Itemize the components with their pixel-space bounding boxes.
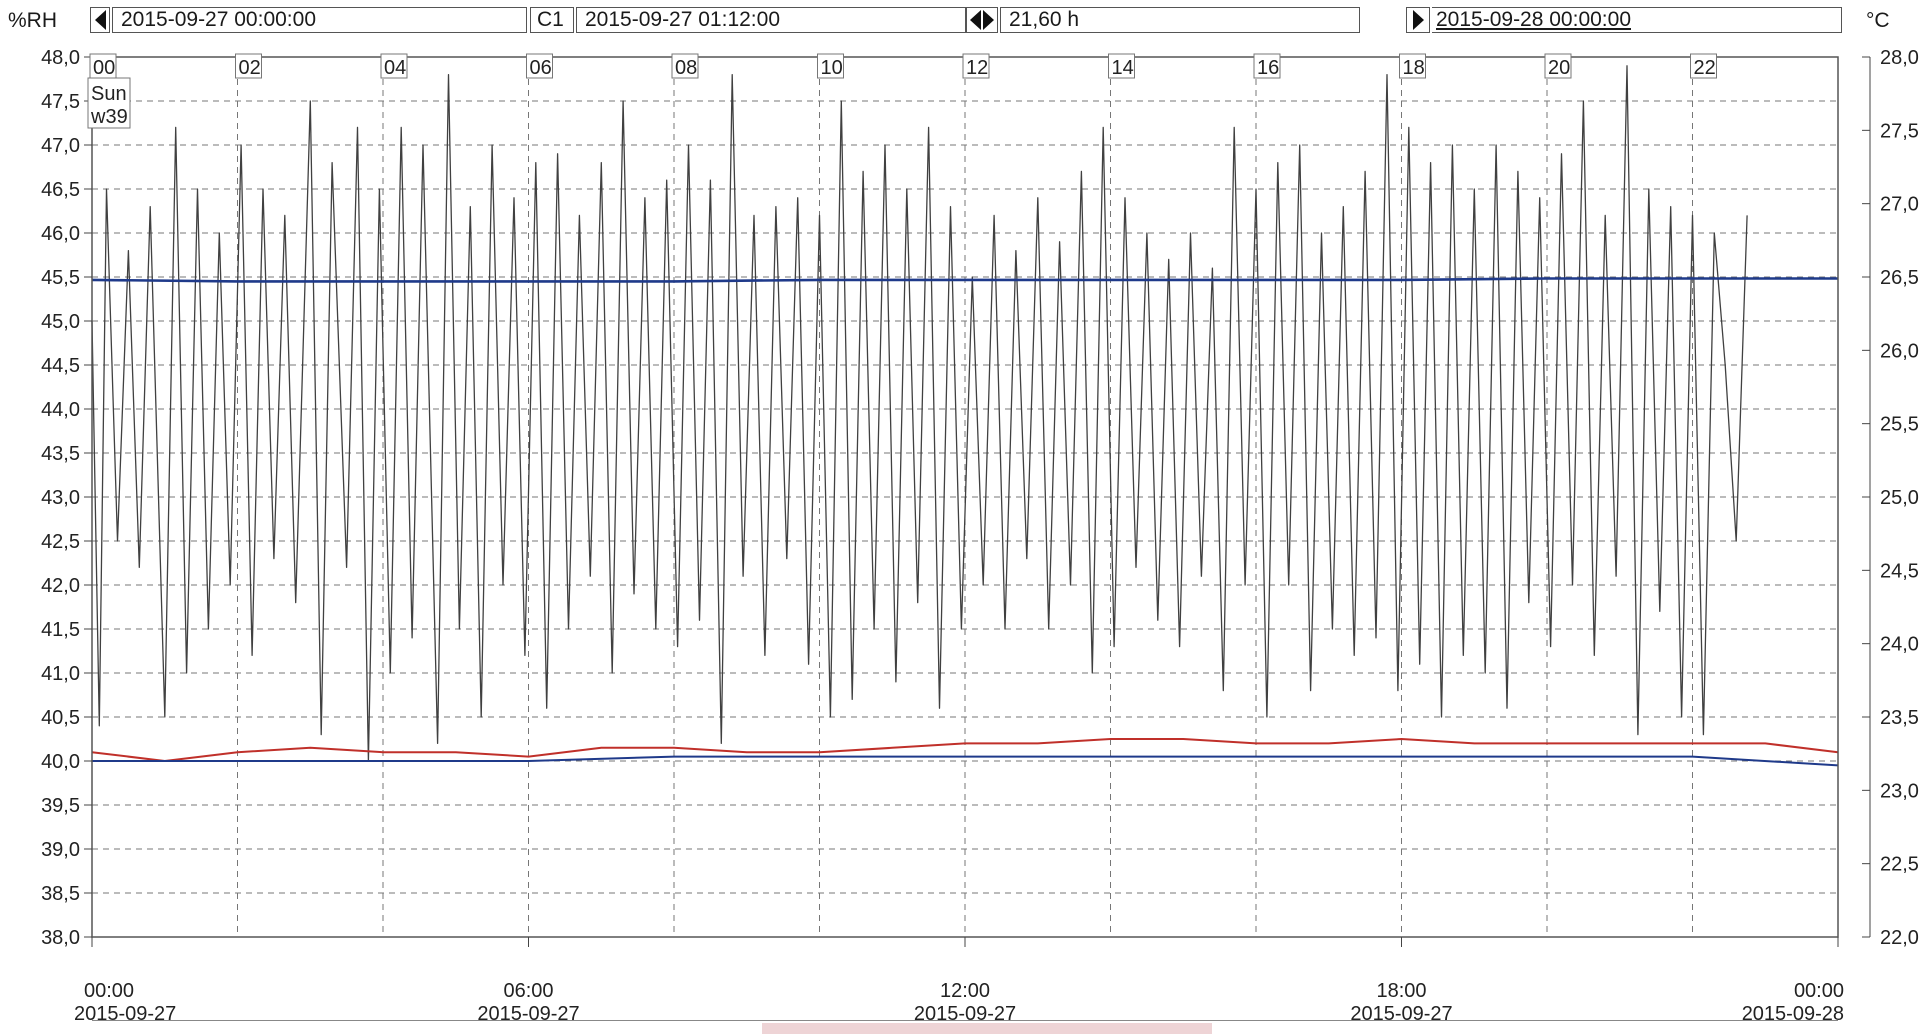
- end-time-field[interactable]: 2015-09-28 00:00:00: [1432, 7, 1842, 33]
- right-axis: 28,0 27,5 27,0 26,5 26,0 25,5 25,0 24,5 24,0 23,5…: [1862, 47, 1919, 949]
- left-tick-label: 46,0: [41, 223, 80, 245]
- series-line-3: [91, 738, 1839, 762]
- span-field[interactable]: 21,60 h: [1000, 7, 1360, 33]
- left-tick-label: 41,5: [41, 619, 80, 641]
- x-tick-date: 2015-09-28: [1742, 1003, 1844, 1025]
- arrow-right-icon: [1413, 10, 1424, 30]
- left-tick-label: 39,5: [41, 795, 80, 817]
- scroll-left-button[interactable]: [90, 7, 110, 33]
- right-tick-label: 28,0: [1880, 47, 1919, 69]
- hour-tick-box: [817, 53, 844, 79]
- left-tick-label: 41,0: [41, 663, 80, 685]
- hour-tick-label: 04: [384, 57, 406, 79]
- right-tick-label: 26,5: [1880, 267, 1919, 289]
- day-marker: Sun w39: [87, 77, 131, 129]
- series-layer: [91, 65, 1839, 767]
- left-tick-label: 38,0: [41, 927, 80, 949]
- x-tick-date: 2015-09-27: [477, 1003, 579, 1025]
- day-name: Sun: [91, 83, 127, 105]
- right-tick-label: 27,0: [1880, 194, 1919, 216]
- hour-tick-label: 06: [530, 57, 552, 79]
- scroll-thumb[interactable]: [762, 1023, 1212, 1034]
- left-tick-label: 42,5: [41, 531, 80, 553]
- right-tick-label: 24,0: [1880, 634, 1919, 656]
- left-tick-label: 39,0: [41, 839, 80, 861]
- right-tick-label: 27,5: [1880, 120, 1919, 142]
- hour-tick-label: 16: [1257, 57, 1279, 79]
- right-unit-label: °C: [1866, 9, 1890, 32]
- left-tick-label: 40,5: [41, 707, 80, 729]
- x-tick-time: 00:00: [84, 980, 134, 1002]
- left-tick-label: 44,0: [41, 399, 80, 421]
- toolbar: %RH 2015-09-27 00:00:00 C1 2015-09-27 01…: [0, 0, 1932, 44]
- hour-tick-box: [235, 53, 262, 79]
- hour-tick-box: [1399, 53, 1426, 79]
- day-marker-box: [87, 77, 131, 129]
- hour-tick-box: [671, 53, 699, 79]
- left-axis: 48,0 47,5 47,0 46,5 46,0 45,5 45,0 44,5 44,0 43,5…: [41, 47, 92, 949]
- left-tick-label: 48,0: [41, 47, 80, 69]
- hour-tick-box: [1108, 53, 1135, 79]
- hour-ticks: 00 02 04 06 08 10 12 14 16 18 20 22: [89, 53, 1717, 79]
- hour-tick-label: 02: [239, 57, 261, 79]
- hour-tick-box: [962, 53, 990, 79]
- right-tick-label: 23,0: [1880, 780, 1919, 802]
- x-axis: 00:002015-09-2706:002015-09-2712:002015-…: [74, 937, 1844, 1025]
- left-tick-label: 38,5: [41, 883, 80, 905]
- hour-tick-label: 18: [1403, 57, 1425, 79]
- right-tick-label: 25,0: [1880, 487, 1919, 509]
- x-tick-time: 06:00: [503, 980, 553, 1002]
- left-unit-label: %RH: [8, 9, 58, 32]
- left-tick-label: 46,5: [41, 179, 80, 201]
- right-tick-label: 22,0: [1880, 927, 1919, 949]
- arrow-left-icon: [970, 10, 981, 30]
- hour-tick-label: 10: [821, 57, 843, 79]
- hour-tick-box: [380, 53, 408, 79]
- timeline-scrollbar[interactable]: [92, 1020, 1838, 1034]
- x-tick-date: 2015-09-27: [914, 1003, 1016, 1025]
- arrow-left-icon: [95, 10, 106, 30]
- hour-tick-box: [526, 53, 553, 79]
- cursor-time-field[interactable]: 2015-09-27 01:12:00: [576, 7, 966, 33]
- left-tick-label: 43,0: [41, 487, 80, 509]
- hour-tick-label: 08: [675, 57, 697, 79]
- start-time-field[interactable]: 2015-09-27 00:00:00: [112, 7, 527, 33]
- arrow-right-icon: [983, 10, 994, 30]
- series-line-2: [91, 277, 1838, 283]
- left-tick-label: 43,5: [41, 443, 80, 465]
- week-number: w39: [90, 106, 128, 128]
- hour-tick-box: [1690, 53, 1717, 79]
- right-tick-label: 25,5: [1880, 414, 1919, 436]
- hour-tick-label: 20: [1548, 57, 1570, 79]
- hour-tick-label: 22: [1694, 57, 1716, 79]
- left-tick-label: 47,0: [41, 135, 80, 157]
- left-tick-label: 42,0: [41, 575, 80, 597]
- x-tick-date: 2015-09-27: [1350, 1003, 1452, 1025]
- hour-tick-box: [1544, 53, 1572, 79]
- cursor-label: C1: [530, 7, 574, 33]
- x-tick-time: 18:00: [1376, 980, 1426, 1002]
- hour-tick-label: 00: [93, 57, 115, 79]
- left-tick-label: 45,5: [41, 267, 80, 289]
- series-line-4: [92, 755, 1839, 767]
- right-tick-label: 23,5: [1880, 707, 1919, 729]
- right-tick-label: 24,5: [1880, 560, 1919, 582]
- scroll-right-button[interactable]: [1406, 7, 1430, 33]
- right-tick-label: 26,0: [1880, 340, 1919, 362]
- x-tick-time: 00:00: [1794, 980, 1844, 1002]
- left-tick-label: 47,5: [41, 91, 80, 113]
- series-line-1: [91, 65, 1748, 762]
- hour-tick-box: [89, 53, 117, 79]
- left-tick-label: 40,0: [41, 751, 80, 773]
- left-tick-label: 45,0: [41, 311, 80, 333]
- right-tick-label: 22,5: [1880, 854, 1919, 876]
- hour-tick-label: 14: [1112, 57, 1134, 79]
- hour-tick-box: [1253, 53, 1281, 79]
- x-tick-time: 12:00: [940, 980, 990, 1002]
- x-tick-date: 2015-09-27: [74, 1003, 176, 1025]
- span-adjust-button[interactable]: [966, 7, 998, 33]
- hour-tick-label: 12: [966, 57, 988, 79]
- left-tick-label: 44,5: [41, 355, 80, 377]
